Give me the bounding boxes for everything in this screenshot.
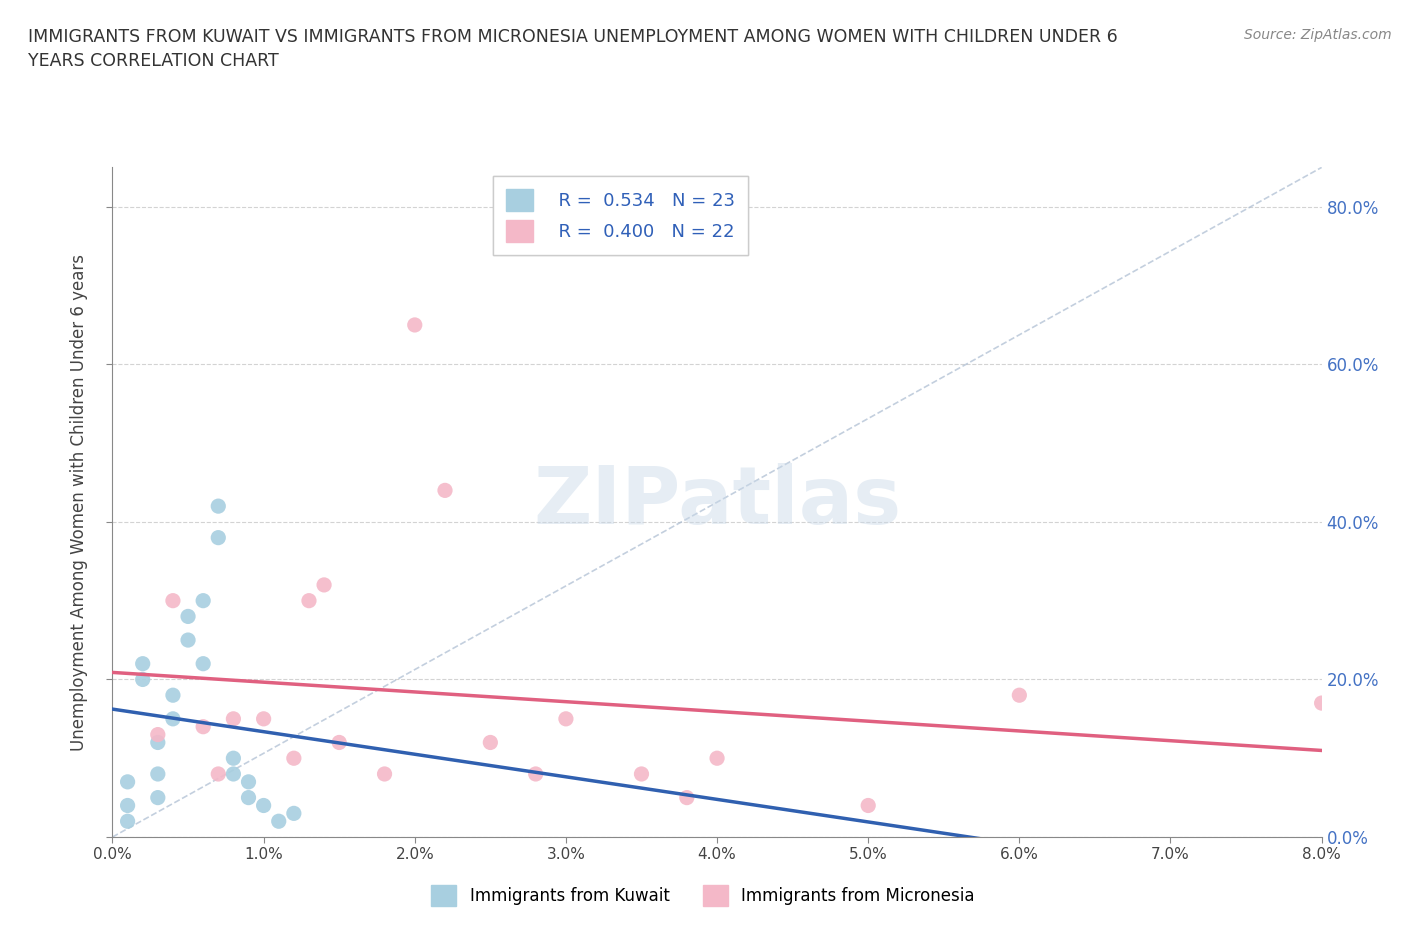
Point [328,735,350,750]
Text: Source: ZipAtlas.com: Source: ZipAtlas.com [1244,28,1392,42]
Point [238,775,260,790]
Point [177,632,200,647]
Point [479,735,502,750]
Point [162,593,184,608]
Point [117,798,139,813]
Text: ZIPatlas: ZIPatlas [533,463,901,541]
Point [253,798,276,813]
Point [146,735,169,750]
Point [146,790,169,805]
Point [312,578,335,592]
Legend:   R =  0.534   N = 23,   R =  0.400   N = 22: R = 0.534 N = 23, R = 0.400 N = 22 [494,177,748,255]
Point [162,711,184,726]
Point [404,317,426,332]
Point [132,657,155,671]
Point [856,798,880,813]
Point [207,530,229,545]
Point [283,751,305,765]
Point [238,790,260,805]
Text: IMMIGRANTS FROM KUWAIT VS IMMIGRANTS FROM MICRONESIA UNEMPLOYMENT AMONG WOMEN WI: IMMIGRANTS FROM KUWAIT VS IMMIGRANTS FRO… [28,28,1118,70]
Point [554,711,576,726]
Point [117,814,139,829]
Point [117,775,139,790]
Point [675,790,697,805]
Point [1310,696,1333,711]
Point [524,766,547,781]
Point [298,593,321,608]
Point [132,672,155,687]
Point [146,766,169,781]
Point [177,609,200,624]
Point [162,688,184,703]
Y-axis label: Unemployment Among Women with Children Under 6 years: Unemployment Among Women with Children U… [70,254,89,751]
Legend: Immigrants from Kuwait, Immigrants from Micronesia: Immigrants from Kuwait, Immigrants from … [425,879,981,912]
Point [706,751,728,765]
Point [630,766,652,781]
Point [267,814,290,829]
Point [207,766,229,781]
Point [207,498,229,513]
Point [283,806,305,821]
Point [433,483,456,498]
Point [222,751,245,765]
Point [191,657,215,671]
Point [1008,688,1031,703]
Point [191,593,215,608]
Point [373,766,396,781]
Point [146,727,169,742]
Point [253,711,276,726]
Point [222,766,245,781]
Point [191,719,215,734]
Point [222,711,245,726]
